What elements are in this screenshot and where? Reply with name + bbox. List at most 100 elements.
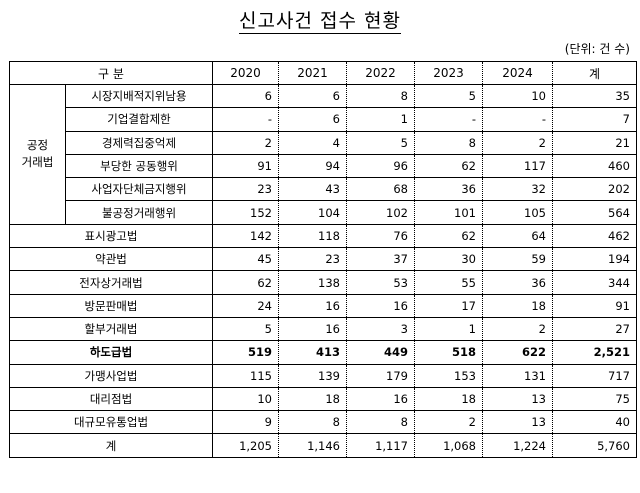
cell-value: 8 [346, 410, 415, 435]
cell-value: 1 [414, 316, 483, 342]
cell-total: 460 [552, 153, 637, 179]
row-label: 대리점법 [9, 386, 213, 412]
header-year: 2023 [414, 61, 483, 85]
cell-value: - [414, 107, 483, 132]
header-year: 2021 [278, 61, 347, 85]
cell-value: 1,146 [278, 433, 347, 458]
cell-value: 5 [346, 130, 415, 155]
cell-value: 59 [482, 247, 553, 272]
table-row: 대리점법 10 18 16 18 13 75 [9, 386, 637, 412]
cell-value: 8 [414, 130, 483, 155]
cell-total: 40 [552, 410, 637, 435]
cell-value: 16 [346, 293, 415, 318]
cell-value: 139 [278, 363, 347, 388]
header-total: 계 [552, 61, 637, 85]
table-row: 가맹사업법 115 139 179 153 131 717 [9, 363, 637, 388]
row-label: 기업결합제한 [65, 107, 213, 132]
complaint-table: 구 분 2020 2021 2022 2023 2024 계 공정 거래법 시장지배… [9, 61, 637, 458]
header-row: 구 분 2020 2021 2022 2023 2024 계 [9, 61, 637, 85]
cell-value: 62 [414, 153, 483, 179]
row-label: 부당한 공동행위 [65, 153, 213, 179]
cell-value: 4 [278, 130, 347, 155]
row-label: 할부거래법 [9, 316, 213, 342]
cell-value: 142 [212, 223, 279, 249]
row-label: 표시광고법 [9, 223, 213, 249]
cell-value: 131 [482, 363, 553, 388]
cell-value: 16 [346, 386, 415, 412]
cell-value: 16 [278, 316, 347, 342]
table-row: 대규모유통업법 9 8 8 2 13 40 [9, 410, 637, 435]
cell-value: 32 [482, 177, 553, 202]
cell-value: 45 [212, 247, 279, 272]
cell-value: 105 [482, 200, 553, 225]
row-label: 방문판매법 [9, 293, 213, 318]
cell-value: 96 [346, 153, 415, 179]
table-row: 경제력집중억제 2 4 5 8 2 21 [10, 130, 637, 155]
table-row: 하도급법 519 413 449 518 622 2,521 [9, 340, 637, 365]
cell-value: 8 [346, 83, 415, 109]
table-row: 사업자단체금지행위 23 43 68 36 32 202 [10, 177, 637, 202]
cell-value: 1 [346, 107, 415, 132]
group-label-line: 거래법 [21, 155, 54, 170]
cell-total: 35 [552, 83, 637, 109]
row-label: 계 [9, 433, 213, 458]
cell-value: 1,068 [414, 433, 483, 458]
cell-value: 10 [482, 83, 553, 109]
cell-value: 1,224 [482, 433, 553, 458]
cell-value: 23 [278, 247, 347, 272]
cell-value: 10 [212, 386, 279, 412]
cell-value: 62 [414, 223, 483, 249]
cell-value: 36 [482, 270, 553, 295]
table-row: 할부거래법 5 16 3 1 2 27 [9, 316, 637, 342]
cell-value: 2 [482, 130, 553, 155]
header-label: 구 분 [9, 61, 213, 85]
cell-value: 1,117 [346, 433, 415, 458]
cell-value: 179 [346, 363, 415, 388]
cell-value: 94 [278, 153, 347, 179]
row-label: 사업자단체금지행위 [65, 177, 213, 202]
cell-value: 5 [212, 316, 279, 342]
cell-value: 2 [414, 410, 483, 435]
cell-value: 23 [212, 177, 279, 202]
cell-value: 16 [278, 293, 347, 318]
cell-value: 13 [482, 386, 553, 412]
cell-value: 36 [414, 177, 483, 202]
table-row: 약관법 45 23 37 30 59 194 [9, 247, 637, 272]
row-label: 불공정거래행위 [65, 200, 213, 225]
cell-value: 64 [482, 223, 553, 249]
cell-value: 519 [212, 340, 279, 365]
cell-value: 622 [482, 340, 553, 365]
table-row: 공정 거래법 시장지배적지위남용 6 6 8 5 10 35 [9, 83, 637, 225]
cell-value: 449 [346, 340, 415, 365]
cell-value: 37 [346, 247, 415, 272]
cell-value: 6 [212, 83, 279, 109]
cell-value: 518 [414, 340, 483, 365]
cell-value: - [212, 107, 279, 132]
cell-value: 6 [278, 107, 347, 132]
cell-total: 5,760 [552, 433, 637, 458]
cell-value: 102 [346, 200, 415, 225]
row-label: 시장지배적지위남용 [65, 83, 213, 109]
cell-value: 2 [482, 316, 553, 342]
cell-total: 564 [552, 200, 637, 225]
cell-value: 68 [346, 177, 415, 202]
cell-value: 13 [482, 410, 553, 435]
cell-value: 138 [278, 270, 347, 295]
row-label: 가맹사업법 [9, 363, 213, 388]
cell-total: 462 [552, 223, 637, 249]
cell-value: 55 [414, 270, 483, 295]
page-title: 신고사건 접수 현황 [239, 10, 401, 34]
cell-value: 76 [346, 223, 415, 249]
cell-value: 5 [414, 83, 483, 109]
table-row: 불공정거래행위 152 104 102 101 105 564 [10, 200, 637, 225]
cell-value: 101 [414, 200, 483, 225]
cell-total: 717 [552, 363, 637, 388]
row-label: 약관법 [9, 247, 213, 272]
cell-value: 118 [278, 223, 347, 249]
table-row: 기업결합제한 -6 1- -7 [10, 107, 637, 132]
cell-value: 43 [278, 177, 347, 202]
row-label: 전자상거래법 [9, 270, 213, 295]
cell-total: 344 [552, 270, 637, 295]
cell-value: 18 [414, 386, 483, 412]
cell-value: 117 [482, 153, 553, 179]
